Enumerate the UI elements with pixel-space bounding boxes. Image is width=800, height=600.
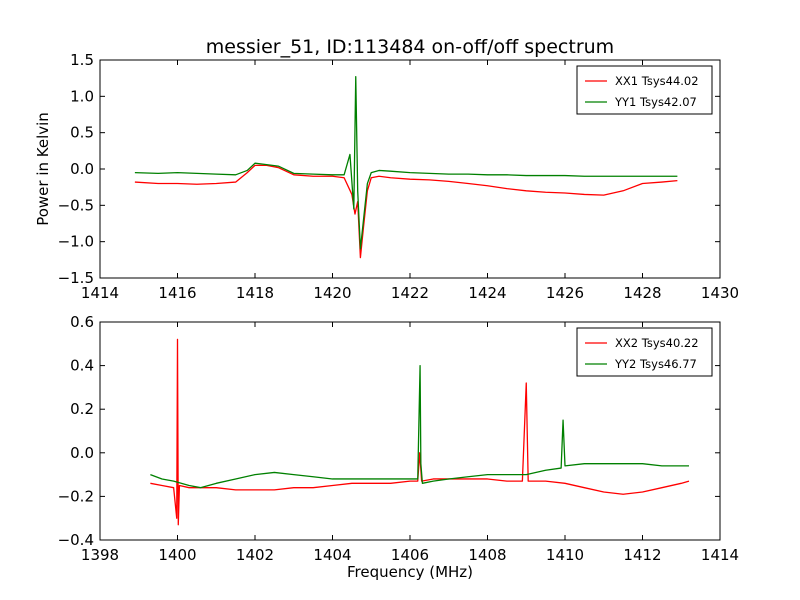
y-tick-label: −0.4: [58, 531, 94, 549]
x-tick-label: 1416: [158, 284, 196, 302]
x-tick-label: 1430: [701, 284, 739, 302]
x-tick-label: 1406: [391, 546, 429, 564]
x-tick-label: 1422: [391, 284, 429, 302]
x-tick-label: 1398: [81, 546, 119, 564]
y-tick-label: 1.5: [70, 51, 94, 69]
y-tick-label: 0.2: [70, 400, 94, 418]
y-tick-label: −0.5: [58, 196, 94, 214]
y-tick-label: −0.2: [58, 487, 94, 505]
y-tick-label: 0.0: [70, 160, 94, 178]
x-tick-label: 1424: [468, 284, 506, 302]
y-tick-label: 0.6: [70, 313, 94, 331]
x-tick-label: 1428: [623, 284, 661, 302]
x-tick-label: 1414: [81, 284, 119, 302]
y-axis-label: Power in Kelvin: [34, 112, 52, 226]
figure-title: messier_51, ID:113484 on-off/off spectru…: [206, 36, 614, 58]
series-group: [134, 76, 678, 259]
x-tick-label: 1400: [158, 546, 196, 564]
series-line-yy2: [150, 364, 689, 489]
legend-label: XX2 Tsys40.22: [615, 336, 699, 350]
y-tick-label: 0.5: [70, 124, 94, 142]
x-tick-label: 1404: [313, 546, 351, 564]
y-tick-label: −1.0: [58, 233, 94, 251]
y-tick-label: 0.0: [70, 444, 94, 462]
x-tick-label: 1426: [546, 284, 584, 302]
series-group: [150, 338, 690, 526]
series-line-yy1: [134, 76, 678, 250]
x-tick-label: 1414: [701, 546, 739, 564]
legend-label: XX1 Tsys44.02: [615, 74, 699, 88]
y-tick-label: −1.5: [58, 269, 94, 287]
x-axis-label: Frequency (MHz): [347, 563, 473, 581]
legend-label: YY2 Tsys46.77: [614, 357, 697, 371]
y-tick-label: 0.4: [70, 357, 94, 375]
series-line-xx1: [134, 164, 678, 259]
x-tick-label: 1402: [236, 546, 274, 564]
legend: XX2 Tsys40.22 YY2 Tsys46.77: [576, 327, 713, 377]
y-tick-label: 1.0: [70, 87, 94, 105]
x-tick-label: 1420: [313, 284, 351, 302]
x-tick-label: 1412: [623, 546, 661, 564]
legend: XX1 Tsys44.02 YY1 Tsys42.07: [576, 65, 713, 115]
legend-box: [576, 65, 713, 115]
legend-label: YY1 Tsys42.07: [614, 95, 697, 109]
x-tick-label: 1410: [546, 546, 584, 564]
legend-box: [576, 327, 713, 377]
series-line-xx2: [150, 338, 690, 526]
x-tick-label: 1418: [236, 284, 274, 302]
x-tick-label: 1408: [468, 546, 506, 564]
top-panel: 1414 1416 1418 1420 1422 1424 1426 1428 1430 −1.5…: [34, 51, 739, 302]
bottom-panel: 1398 1400 1402 1404 1406 1408 1410 1412 1414 −0.4…: [58, 313, 740, 564]
